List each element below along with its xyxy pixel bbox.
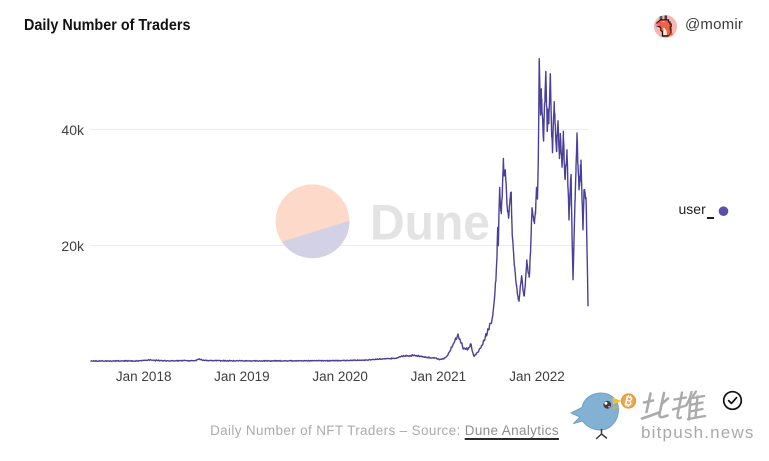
svg-text:Dune: Dune <box>370 195 490 251</box>
